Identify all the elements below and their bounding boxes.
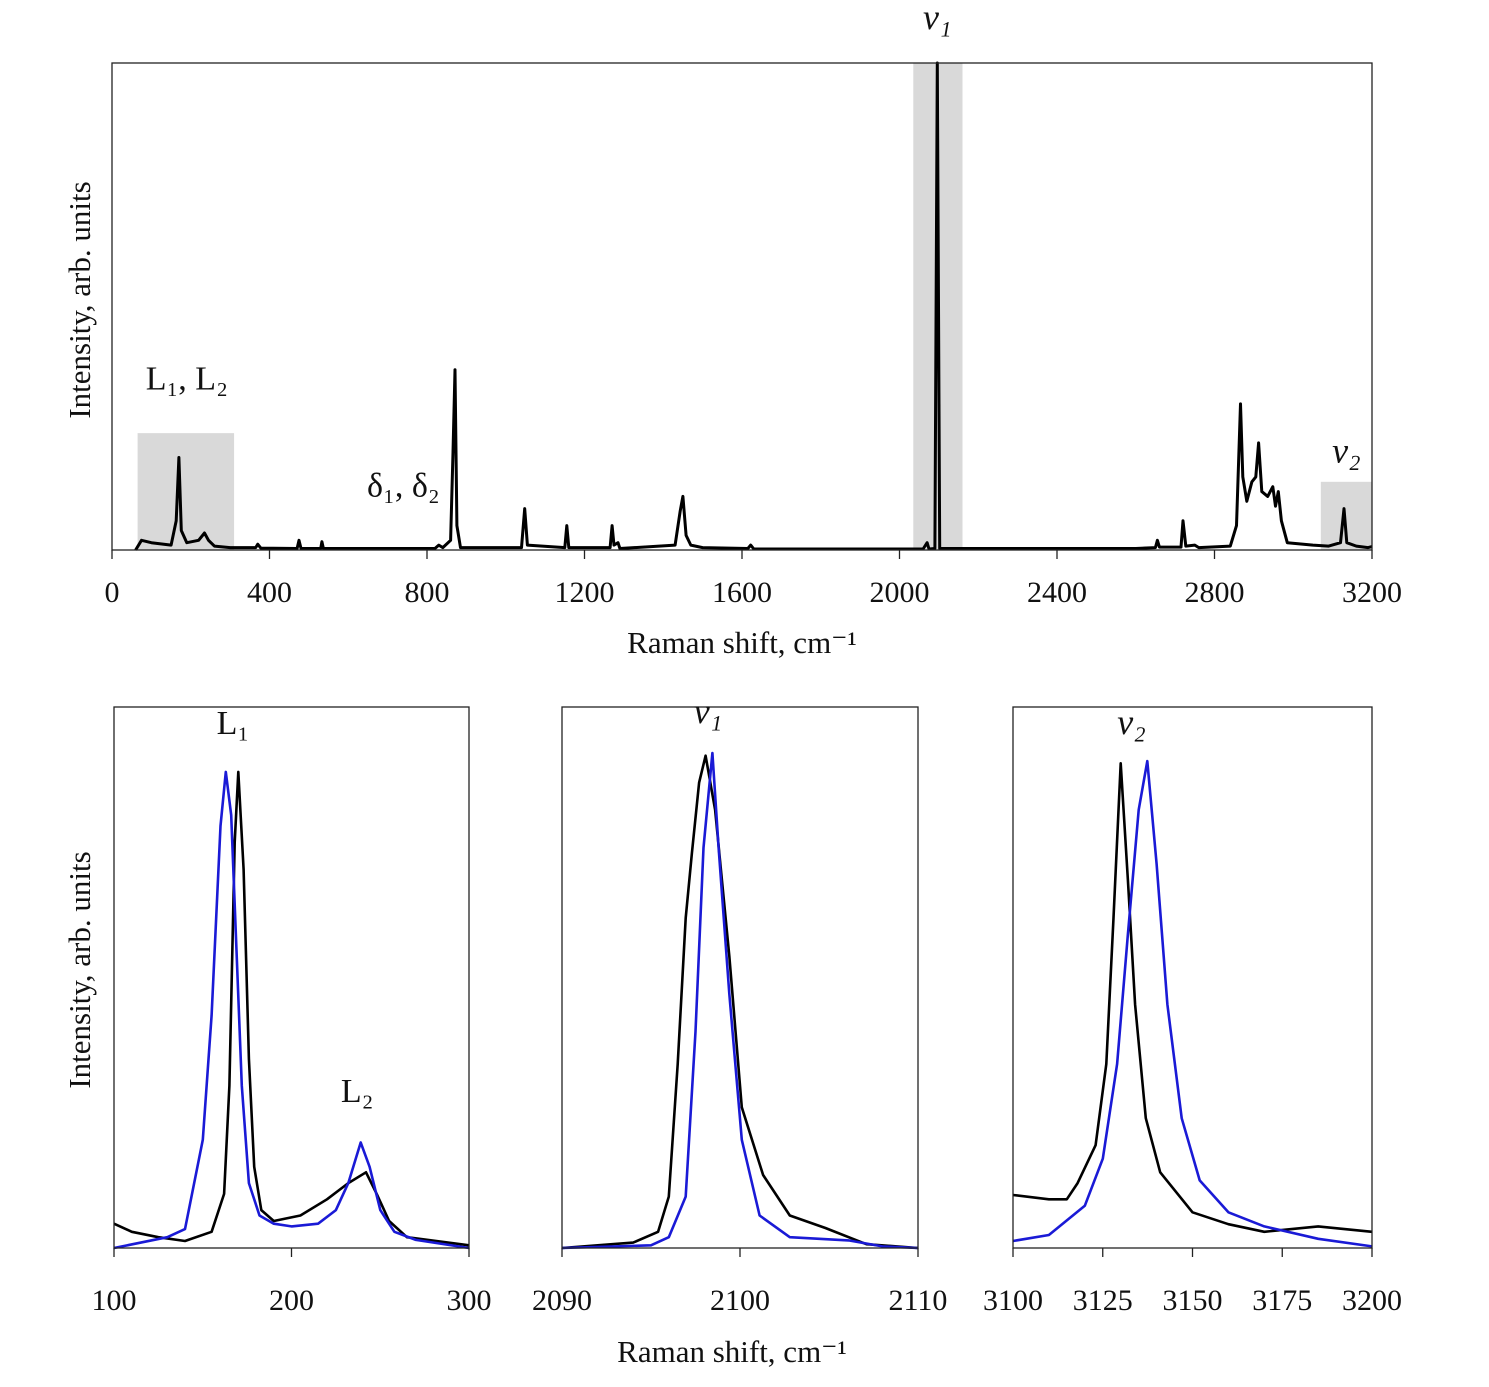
peak-annotation: L₁, L₂ [146, 360, 228, 397]
x-tick-label: 3200 [1342, 1284, 1402, 1317]
plot-frame [111, 62, 1373, 551]
x-tick-label: 3125 [1073, 1284, 1133, 1317]
peak-annotation: L₁ [217, 705, 250, 742]
plot-frame [561, 706, 919, 1249]
peak-annotation: ν₂ [1117, 702, 1146, 742]
black-spectrum-line [561, 754, 919, 1250]
x-tick-label: 3100 [983, 1284, 1043, 1317]
x-tick-label: 3175 [1252, 1284, 1312, 1317]
x-tick-label: 2800 [1185, 576, 1245, 609]
x-tick-label: 200 [269, 1284, 314, 1317]
x-tick-label: 3150 [1163, 1284, 1223, 1317]
blue-spectrum-line [561, 751, 919, 1250]
x-tick-label: 2000 [870, 576, 930, 609]
black-spectrum-line [1012, 762, 1373, 1234]
x-tick-label: 400 [247, 576, 292, 609]
panel-1: 100 200 300 L₁ L₂ [92, 705, 492, 1317]
x-tick-label: 100 [92, 1284, 137, 1317]
plot-frame [113, 706, 470, 1249]
peak-annotation: ν₁ [694, 691, 723, 731]
x-tick-label: 2090 [532, 1284, 592, 1317]
top-x-axis-label: Raman shift, cm⁻¹ [627, 625, 857, 660]
x-tick-label: 2100 [710, 1284, 770, 1317]
plot-frame [1012, 706, 1373, 1249]
x-tick-label: 3200 [1342, 576, 1402, 609]
top-y-axis-label: Intensity, arb. units [62, 181, 97, 418]
bottom-x-axis-label: Raman shift, cm⁻¹ [617, 1334, 847, 1369]
blue-spectrum-line [113, 770, 470, 1250]
panel-0: 0 400 800 1200 1600 2000 2400 2800 3200 L₁, L₂ δ₁,… [105, 0, 1403, 609]
shaded-region-0 [137, 433, 235, 550]
peak-annotation: L₂ [341, 1073, 374, 1110]
peak-annotation: δ₁, δ₂ [367, 467, 440, 504]
black-spectrum-line [113, 770, 470, 1247]
bottom-y-axis-label: Intensity, arb. units [62, 851, 97, 1088]
blue-spectrum-line [1012, 759, 1373, 1248]
panel-3: 3100 3125 3150 3175 3200 ν₂ [983, 702, 1402, 1317]
peak-annotation: ν₁ [923, 0, 952, 37]
black-spectrum-line [134, 61, 1373, 551]
x-tick-label: 2110 [889, 1284, 948, 1317]
panel-2: 2090 2100 2110 ν₁ [532, 691, 947, 1317]
x-tick-label: 800 [405, 576, 450, 609]
x-tick-label: 1200 [555, 576, 615, 609]
x-tick-label: 1600 [712, 576, 772, 609]
x-tick-label: 0 [105, 576, 120, 609]
x-tick-label: 2400 [1027, 576, 1087, 609]
x-tick-label: 300 [447, 1284, 492, 1317]
peak-annotation: ν₂ [1332, 430, 1361, 470]
